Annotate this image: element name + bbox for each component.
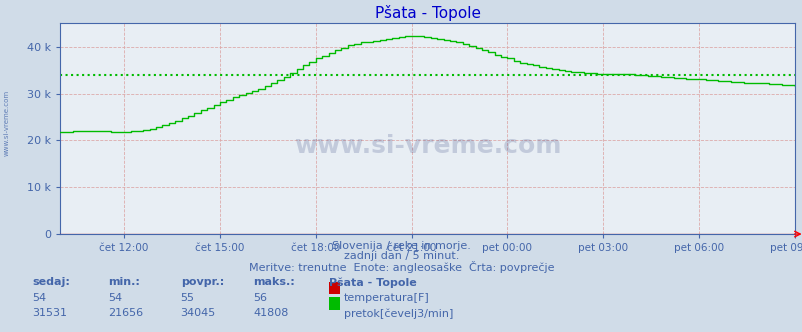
Text: 41808: 41808: [253, 308, 288, 318]
Text: 55: 55: [180, 293, 194, 303]
Text: Slovenija / reke in morje.: Slovenija / reke in morje.: [332, 241, 470, 251]
Text: 34045: 34045: [180, 308, 216, 318]
Text: www.si-vreme.com: www.si-vreme.com: [294, 133, 561, 157]
Text: Pšata - Topole: Pšata - Topole: [329, 277, 416, 288]
Text: 54: 54: [108, 293, 123, 303]
Text: temperatura[F]: temperatura[F]: [343, 293, 429, 303]
Text: Meritve: trenutne  Enote: angleosaške  Črta: povprečje: Meritve: trenutne Enote: angleosaške Črt…: [249, 261, 553, 273]
Text: zadnji dan / 5 minut.: zadnji dan / 5 minut.: [343, 251, 459, 261]
Text: 54: 54: [32, 293, 47, 303]
Text: 31531: 31531: [32, 308, 67, 318]
Text: www.si-vreme.com: www.si-vreme.com: [3, 90, 10, 156]
Text: min.:: min.:: [108, 277, 140, 287]
Title: Pšata - Topole: Pšata - Topole: [374, 5, 480, 21]
Text: pretok[čevelj3/min]: pretok[čevelj3/min]: [343, 308, 452, 319]
Text: sedaj:: sedaj:: [32, 277, 70, 287]
Text: 21656: 21656: [108, 308, 144, 318]
Text: povpr.:: povpr.:: [180, 277, 224, 287]
Text: maks.:: maks.:: [253, 277, 294, 287]
Text: 56: 56: [253, 293, 266, 303]
